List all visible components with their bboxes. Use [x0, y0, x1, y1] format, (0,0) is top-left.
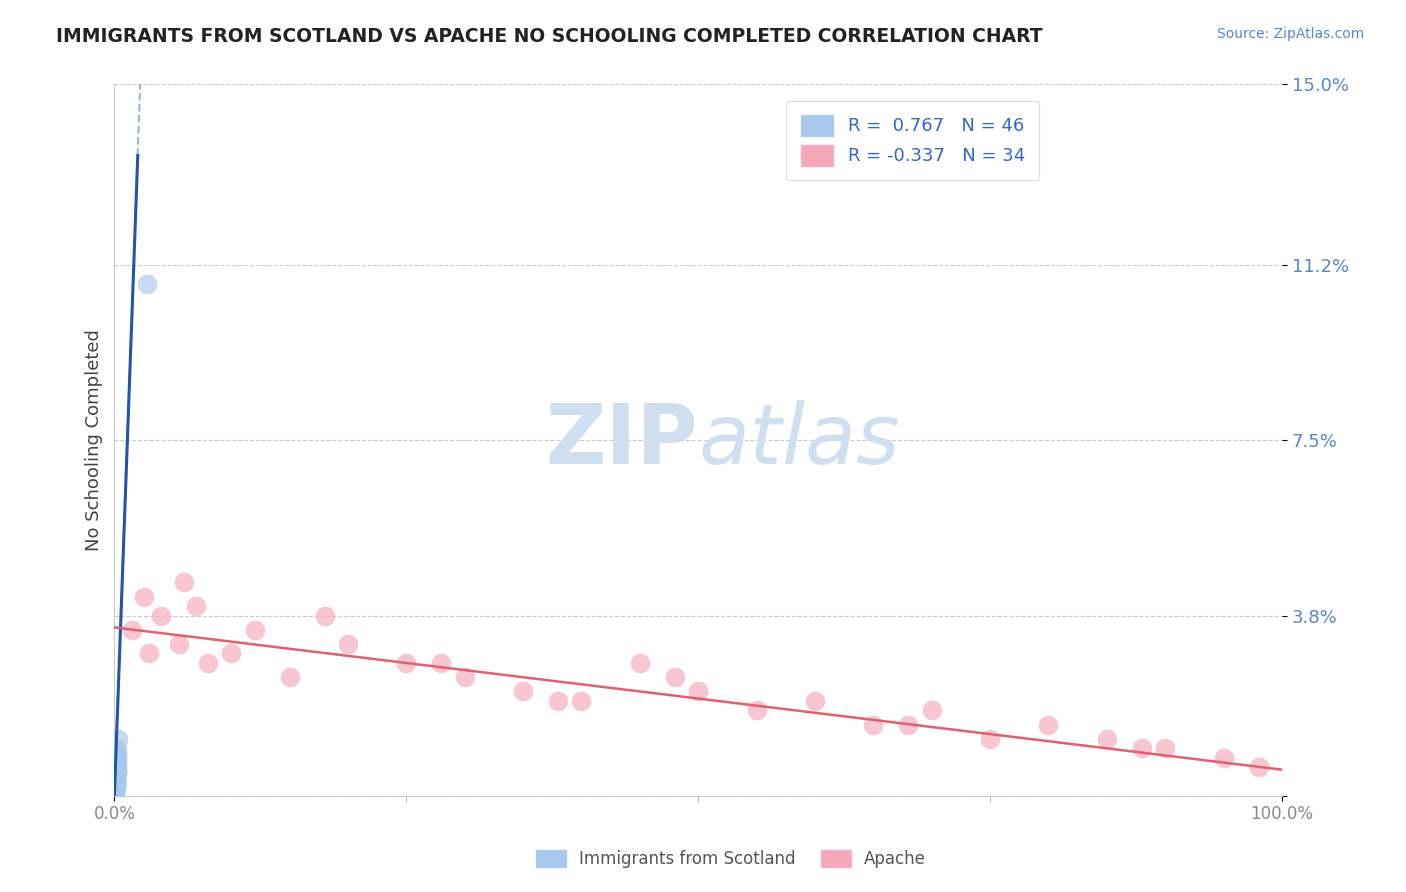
Text: Source: ZipAtlas.com: Source: ZipAtlas.com — [1216, 27, 1364, 41]
Point — [862, 717, 884, 731]
Point — [104, 773, 127, 788]
Point — [104, 780, 127, 795]
Point — [219, 647, 242, 661]
Point — [121, 623, 143, 637]
Point — [105, 765, 128, 780]
Point — [105, 748, 128, 763]
Point — [104, 779, 127, 793]
Point — [688, 684, 710, 698]
Point — [104, 776, 127, 790]
Point — [1130, 741, 1153, 756]
Point — [921, 703, 943, 717]
Point — [453, 670, 475, 684]
Point — [104, 785, 127, 799]
Point — [105, 769, 128, 783]
Point — [104, 777, 127, 791]
Point — [105, 763, 128, 777]
Point — [104, 779, 127, 793]
Point — [745, 703, 768, 717]
Point — [104, 777, 127, 791]
Point — [186, 599, 208, 613]
Point — [104, 775, 127, 789]
Point — [104, 784, 127, 798]
Point — [571, 694, 593, 708]
Text: IMMIGRANTS FROM SCOTLAND VS APACHE NO SCHOOLING COMPLETED CORRELATION CHART: IMMIGRANTS FROM SCOTLAND VS APACHE NO SC… — [56, 27, 1043, 45]
Point — [105, 751, 128, 765]
Point — [104, 783, 127, 797]
Legend: R =  0.767   N = 46, R = -0.337   N = 34: R = 0.767 N = 46, R = -0.337 N = 34 — [786, 101, 1039, 180]
Point — [105, 746, 128, 760]
Point — [628, 656, 651, 670]
Point — [897, 717, 920, 731]
Point — [104, 784, 127, 798]
Point — [105, 764, 128, 778]
Point — [105, 741, 128, 756]
Point — [105, 770, 128, 784]
Point — [105, 767, 128, 781]
Point — [104, 778, 127, 792]
Point — [105, 766, 128, 780]
Point — [664, 670, 686, 684]
Point — [105, 760, 128, 774]
Point — [104, 778, 127, 792]
Point — [430, 656, 453, 670]
Point — [150, 608, 173, 623]
Point — [395, 656, 418, 670]
Legend: Immigrants from Scotland, Apache: Immigrants from Scotland, Apache — [530, 843, 932, 875]
Point — [804, 694, 827, 708]
Y-axis label: No Schooling Completed: No Schooling Completed — [86, 329, 103, 551]
Point — [314, 608, 336, 623]
Point — [107, 731, 129, 746]
Point — [1247, 760, 1270, 774]
Point — [105, 770, 128, 784]
Point — [1212, 751, 1234, 765]
Point — [1038, 717, 1060, 731]
Point — [104, 782, 127, 797]
Point — [104, 775, 127, 789]
Point — [105, 771, 128, 785]
Point — [104, 779, 127, 793]
Text: atlas: atlas — [699, 400, 900, 481]
Point — [1154, 741, 1177, 756]
Point — [104, 784, 127, 798]
Point — [104, 774, 127, 789]
Point — [979, 731, 1001, 746]
Text: ZIP: ZIP — [546, 400, 699, 481]
Point — [105, 763, 128, 777]
Point — [104, 783, 127, 797]
Point — [1095, 731, 1118, 746]
Point — [105, 768, 128, 782]
Point — [136, 277, 159, 291]
Point — [173, 575, 195, 590]
Point — [132, 590, 155, 604]
Point — [197, 656, 219, 670]
Point — [138, 647, 160, 661]
Point — [104, 778, 127, 792]
Point — [104, 781, 127, 796]
Point — [547, 694, 569, 708]
Point — [105, 756, 128, 770]
Point — [104, 780, 127, 795]
Point — [104, 783, 127, 797]
Point — [167, 637, 190, 651]
Point — [336, 637, 359, 651]
Point — [278, 670, 301, 684]
Point — [104, 781, 127, 796]
Point — [243, 623, 266, 637]
Point — [105, 772, 128, 786]
Point — [512, 684, 534, 698]
Point — [105, 759, 128, 773]
